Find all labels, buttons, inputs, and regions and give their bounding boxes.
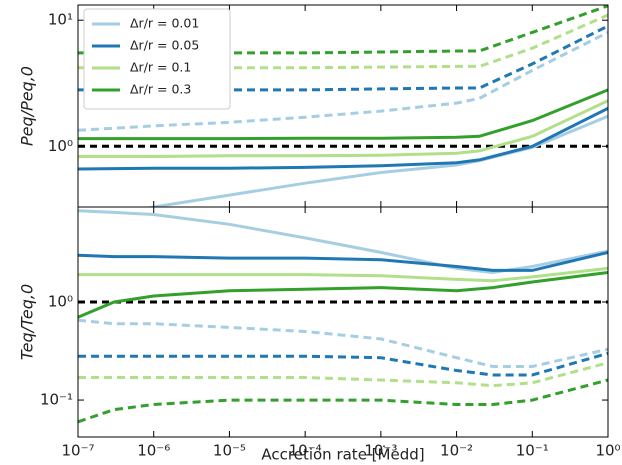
series-line [78, 378, 608, 424]
axes-frame [77, 206, 609, 438]
x-tick-label: 10⁻⁵ [213, 442, 246, 460]
series-line [78, 5, 608, 55]
legend-box [83, 8, 231, 110]
y-tick-label: 10⁰ [48, 292, 73, 310]
x-tick-label: 10⁻⁶ [137, 442, 170, 460]
legend-label: Δr/r = 0.1 [130, 60, 191, 75]
series-line [78, 31, 608, 132]
x-tick-label: 10⁻⁷ [61, 442, 94, 460]
x-tick-label: 10⁻¹ [516, 442, 549, 460]
series-line [78, 13, 608, 70]
legend-label: Δr/r = 0.3 [130, 82, 191, 97]
series-line [78, 271, 608, 319]
series-line [78, 88, 608, 141]
series-line [78, 351, 608, 377]
series-line [78, 250, 608, 272]
series-line [78, 209, 608, 275]
y-axis-label: Peq/Peq,0 [18, 66, 37, 146]
plot-area [78, 209, 608, 424]
x-tick-label: 10⁻² [440, 442, 473, 460]
series-line [78, 361, 608, 388]
series-line [78, 266, 608, 283]
plot-area [78, 5, 608, 207]
legend-label: Δr/r = 0.01 [130, 16, 199, 31]
y-axis-label: Teq/Teq,0 [18, 284, 37, 360]
y-tick-label: 10⁰ [48, 137, 73, 155]
series-line [78, 318, 608, 368]
series-line [78, 24, 608, 92]
y-tick-label: 10¹ [48, 11, 73, 29]
series-line [78, 106, 608, 171]
x-axis-label: Accretion rate [Ṁedd] [261, 445, 424, 464]
legend-label: Δr/r = 0.05 [130, 38, 199, 53]
x-tick-label: 10⁻³ [364, 442, 397, 460]
series-line [78, 99, 608, 158]
x-tick-label: 10⁰ [595, 442, 620, 460]
x-tick-label: 10⁻⁴ [289, 442, 322, 460]
legend: Δr/r = 0.01 Δr/r = 0.05 Δr/r = 0.1 Δr/r = 0… [83, 8, 231, 110]
y-tick-label: 10⁻¹ [40, 391, 73, 409]
